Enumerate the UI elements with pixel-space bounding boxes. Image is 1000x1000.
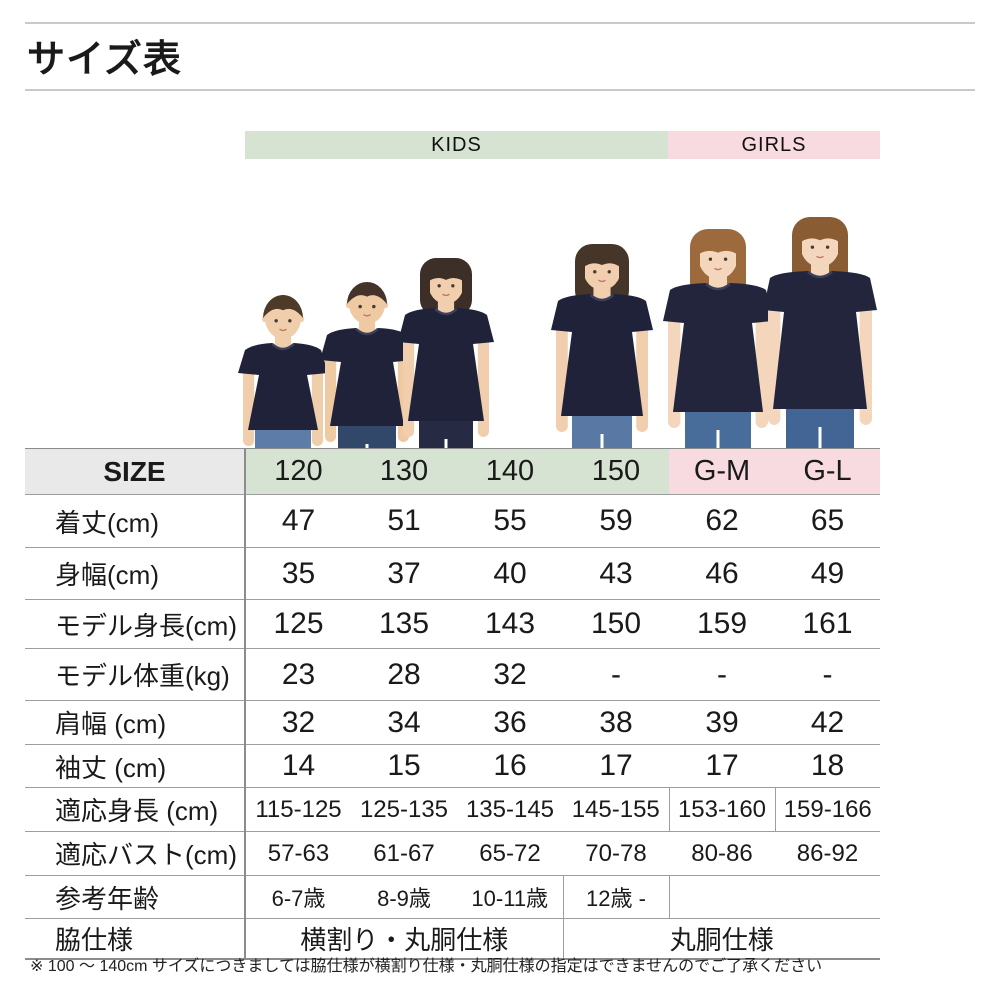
- table-cell: 35: [245, 547, 351, 600]
- table-cell: 115-125: [245, 787, 351, 832]
- model-photo-120: [238, 295, 328, 448]
- table-cell: 40: [457, 547, 563, 600]
- table-cell: 57-63: [245, 831, 351, 876]
- table-cell: 8-9歳: [351, 875, 457, 919]
- table-cell: 125: [245, 599, 351, 649]
- size-col-120: 120: [245, 448, 351, 495]
- table-cell: 6-7歳: [245, 875, 351, 919]
- table-cell: 70-78: [563, 831, 669, 876]
- table-cell: 丸胴仕様: [562, 918, 880, 960]
- table-cell: 38: [563, 700, 669, 745]
- row-label: 適応身長 (cm): [25, 787, 246, 832]
- size-col-G-L: G-L: [775, 448, 880, 495]
- row-label: モデル体重(kg): [25, 648, 246, 701]
- table-cell: 145-155: [563, 787, 669, 832]
- table-cell: 横割り・丸胴仕様: [245, 918, 563, 960]
- model-photo-150: [551, 244, 653, 448]
- table-cell: -: [669, 648, 775, 701]
- model-photo-130: [320, 282, 414, 448]
- table-cell: 36: [457, 700, 563, 745]
- model-photo-G-L: [763, 217, 877, 448]
- table-cell: 37: [351, 547, 457, 600]
- row-label: 身幅(cm): [25, 547, 246, 600]
- table-cell: 159-166: [774, 787, 880, 832]
- table-cell: -: [775, 648, 880, 701]
- table-cell: 125-135: [351, 787, 457, 832]
- kids-label: KIDS: [431, 133, 482, 156]
- top-rule: [25, 22, 975, 24]
- table-cell: 23: [245, 648, 351, 701]
- table-cell: 143: [457, 599, 563, 649]
- table-cell: 17: [563, 744, 669, 788]
- row-label: 袖丈 (cm): [25, 744, 246, 788]
- row-label: モデル身長(cm): [25, 599, 246, 649]
- table-cell: 15: [351, 744, 457, 788]
- table-cell: 61-67: [351, 831, 457, 876]
- table-cell: 86-92: [775, 831, 880, 876]
- size-table: SIZE 120 130 140 150 G-M G-L 着丈(cm) 47 51 55 59 62 65…: [25, 448, 880, 960]
- table-cell: 32: [245, 700, 351, 745]
- girls-group-band: GIRLS: [668, 131, 880, 159]
- row-label: 脇仕様: [25, 918, 246, 960]
- table-cell: 62: [669, 494, 775, 548]
- page-title: サイズ表: [27, 39, 182, 81]
- model-photo-140: [398, 258, 494, 448]
- table-cell: 46: [669, 547, 775, 600]
- table-cell: 65: [775, 494, 880, 548]
- table-cell: 17: [669, 744, 775, 788]
- table-cell: 42: [775, 700, 880, 745]
- table-cell: 47: [245, 494, 351, 548]
- title-rule: [25, 89, 975, 91]
- table-cell: 135: [351, 599, 457, 649]
- row-label: 参考年齢: [25, 875, 246, 919]
- table-cell: 34: [351, 700, 457, 745]
- size-header: SIZE: [25, 448, 246, 495]
- size-col-140: 140: [457, 448, 563, 495]
- table-cell: -: [563, 648, 669, 701]
- models-illustration: [238, 217, 877, 448]
- footnote: ※ 100 ～ 140cm サイズにつきましては脇仕様が横割り仕様・丸胴仕様の指…: [30, 958, 823, 975]
- kids-group-band: KIDS: [245, 131, 668, 159]
- table-cell: 10-11歳: [457, 875, 563, 919]
- table-cell: 59: [563, 494, 669, 548]
- table-cell: 51: [351, 494, 457, 548]
- size-col-130: 130: [351, 448, 457, 495]
- girls-label: GIRLS: [741, 133, 807, 156]
- size-col-G-M: G-M: [669, 448, 775, 495]
- row-label: 肩幅 (cm): [25, 700, 246, 745]
- table-cell: 65-72: [457, 831, 563, 876]
- table-cell: 49: [775, 547, 880, 600]
- table-cell: 43: [563, 547, 669, 600]
- table-cell: 80-86: [669, 831, 775, 876]
- table-cell: 161: [775, 599, 880, 649]
- table-cell: 14: [245, 744, 351, 788]
- size-col-150: 150: [563, 448, 669, 495]
- table-cell: 12歳 -: [562, 875, 669, 919]
- table-cell: 16: [457, 744, 563, 788]
- row-label: 着丈(cm): [25, 494, 246, 548]
- model-photo-G-M: [663, 229, 773, 448]
- table-cell: [668, 875, 880, 919]
- table-cell: 39: [669, 700, 775, 745]
- table-cell: 153-160: [668, 787, 775, 832]
- table-cell: 32: [457, 648, 563, 701]
- table-cell: 159: [669, 599, 775, 649]
- table-cell: 18: [775, 744, 880, 788]
- table-cell: 28: [351, 648, 457, 701]
- table-cell: 150: [563, 599, 669, 649]
- table-cell: 55: [457, 494, 563, 548]
- row-label: 適応バスト(cm): [25, 831, 246, 876]
- table-cell: 135-145: [457, 787, 563, 832]
